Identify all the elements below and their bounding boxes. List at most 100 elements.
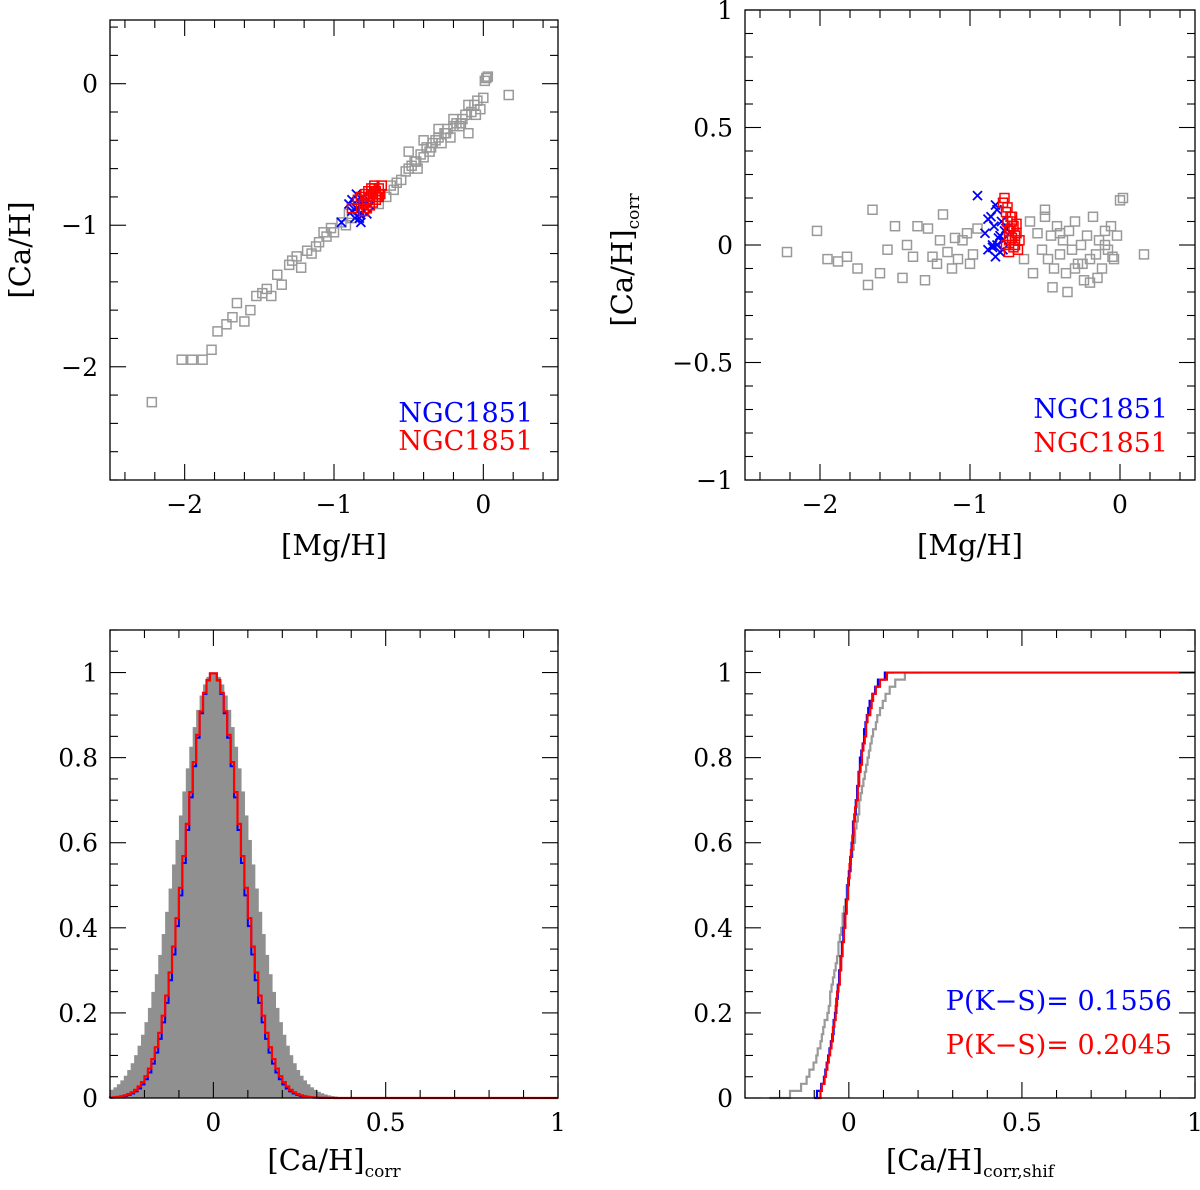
data-point — [897, 272, 908, 284]
histogram-bar — [237, 768, 242, 1098]
data-point — [912, 220, 923, 232]
y-tick-label: 0.8 — [693, 744, 733, 773]
histogram-bar — [185, 768, 190, 1098]
histogram-bar — [320, 1093, 325, 1098]
data-point — [231, 297, 243, 309]
panel-ca-vs-mg-tick-labels: −2 −1 0 −2 −1 0 — [61, 70, 491, 519]
histogram-bar — [127, 1070, 132, 1098]
panel-ca-corr-distribution: 0 0.5 1 0 0.2 0.4 0.6 0.8 1 [Ca/H]corr — [58, 629, 566, 1182]
data-point — [972, 190, 983, 201]
cumulative-step-line — [769, 671, 922, 1100]
panel-ca-cumulative-marks — [769, 671, 1195, 1100]
panel-ca-cumulative-frame — [744, 629, 1196, 1099]
histogram-bar — [154, 974, 159, 1098]
histogram-bar — [216, 676, 221, 1098]
data-point — [146, 396, 158, 408]
data-point — [245, 304, 256, 316]
data-point — [1087, 211, 1099, 223]
x-axis-label-sub: corr — [365, 1162, 402, 1182]
y-tick-label: 0.6 — [58, 829, 98, 858]
histogram-bar — [137, 1045, 142, 1098]
histogram-bar — [240, 791, 245, 1098]
data-point — [882, 244, 893, 255]
data-point — [436, 137, 447, 149]
panel-ca-cumulative-ticks — [744, 629, 1196, 1099]
histogram-bar — [254, 888, 259, 1098]
data-point — [463, 99, 474, 111]
data-point — [841, 251, 853, 262]
ks-annotation-red: P(K−S)= 0.2045 — [946, 1030, 1172, 1061]
data-point — [1063, 225, 1075, 237]
data-point — [1024, 216, 1036, 227]
data-point — [197, 354, 208, 365]
y-tick-label: 0.5 — [693, 114, 733, 143]
data-point — [463, 127, 474, 139]
x-tick-label: 1 — [1187, 1108, 1200, 1137]
data-point — [982, 214, 994, 225]
data-point — [295, 262, 307, 273]
data-point — [1032, 228, 1043, 239]
y-tick-label: 0 — [717, 231, 733, 260]
y-tick-label: −1 — [61, 211, 98, 240]
histogram-bar — [227, 709, 232, 1098]
data-point — [1057, 235, 1069, 246]
histogram-bar — [213, 673, 218, 1098]
data-point — [1054, 228, 1066, 239]
histogram-bar — [265, 954, 270, 1098]
data-point — [481, 72, 492, 84]
histogram-bar — [296, 1070, 301, 1098]
histogram-bar — [268, 974, 273, 1098]
x-tick-label: 0.5 — [1002, 1108, 1042, 1137]
data-point — [340, 219, 352, 231]
data-point — [1069, 216, 1081, 227]
x-tick-label: 0 — [841, 1108, 857, 1137]
data-point — [358, 205, 370, 217]
histogram-bar — [172, 864, 177, 1098]
data-point — [470, 109, 482, 121]
histogram-bar — [199, 695, 204, 1098]
histogram-bar — [282, 1034, 287, 1098]
data-point — [1047, 282, 1058, 293]
y-tick-label: 0.6 — [693, 829, 733, 858]
histogram-bar — [258, 911, 263, 1098]
y-tick-label: 1 — [717, 659, 733, 688]
histogram-bar — [275, 1007, 280, 1098]
data-point — [367, 197, 379, 208]
data-point — [862, 279, 874, 291]
y-axis-label-sub: corr — [624, 193, 644, 230]
data-point — [1105, 220, 1117, 232]
data-point — [1138, 249, 1150, 260]
histogram-bar — [251, 864, 256, 1098]
data-point — [979, 228, 991, 239]
panel-ca-corr-vs-mg-tick-labels: −2 −1 0 −1 −0.5 0 0.5 1 — [672, 0, 1128, 519]
data-point — [937, 209, 949, 220]
data-point — [503, 89, 514, 101]
data-point — [952, 253, 964, 265]
y-tick-label: 1 — [717, 0, 733, 25]
panel-ca-vs-mg-ticks — [110, 20, 558, 481]
data-point — [867, 204, 878, 215]
data-point — [361, 208, 372, 220]
data-point — [478, 92, 489, 104]
data-point — [361, 202, 373, 214]
y-tick-label: 0.2 — [693, 999, 733, 1028]
data-point — [1039, 211, 1051, 223]
histogram-bar — [302, 1080, 308, 1098]
data-point — [272, 269, 283, 281]
histogram-bar — [316, 1091, 321, 1098]
data-point — [1066, 244, 1078, 255]
y-tick-label: −0.5 — [672, 349, 733, 378]
y-tick-label: 0.8 — [58, 744, 98, 773]
data-point — [291, 251, 302, 262]
histogram-bar — [116, 1084, 121, 1098]
histogram-bar — [113, 1087, 118, 1098]
histogram-bar — [175, 839, 180, 1098]
panel-ca-cumulative: 0 0.5 1 0 0.2 0.4 0.6 0.8 1 [Ca/H]corr,shif P(K−… — [693, 629, 1200, 1182]
histogram-bar — [323, 1094, 328, 1098]
y-tick-label: 0.4 — [58, 914, 98, 943]
data-point — [346, 202, 358, 214]
data-point — [346, 194, 358, 205]
data-point — [276, 279, 287, 290]
data-point — [366, 186, 377, 197]
